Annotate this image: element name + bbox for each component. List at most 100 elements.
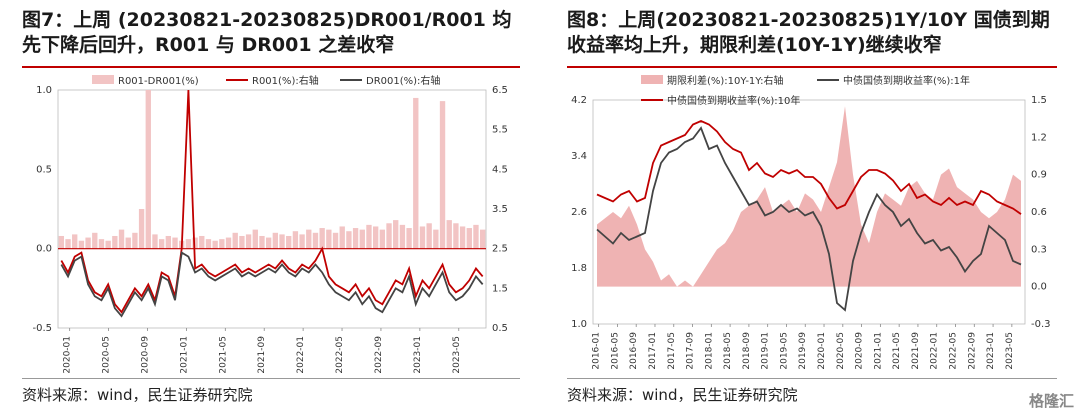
left-source-rule xyxy=(22,378,520,379)
spread-bar xyxy=(78,240,85,249)
spread-bar xyxy=(473,224,479,249)
spread-bar xyxy=(413,97,419,249)
series-line xyxy=(596,120,1022,215)
y-left-tick-label: -0.5 xyxy=(32,323,52,334)
right-chart: 4.2 3.4 2.6 1.8 1.0 1.5 1.2 0.9 0.6 0.3 0.0 -0.3 201… xyxy=(571,74,1051,370)
spread-bar xyxy=(459,226,466,249)
x-tick-label: 2021-09 xyxy=(911,332,921,370)
x-tick-label: 2020-05 xyxy=(102,336,112,374)
spread-bar xyxy=(466,228,472,249)
y-right-tick-label: 0.3 xyxy=(1031,244,1047,255)
legend-label: 期限利差(%):10Y-1Y:右轴 xyxy=(667,74,783,87)
spread-bar xyxy=(199,235,205,249)
legend-label: R001-DR001(%) xyxy=(118,76,199,87)
watermark-logo: 格隆汇 xyxy=(1028,392,1074,410)
spread-bar xyxy=(326,229,332,249)
y-left-tick-label: 0.5 xyxy=(36,164,52,175)
legend-swatch-box xyxy=(641,75,663,84)
spread-bar xyxy=(379,229,386,249)
legend-label: 中债国债到期收益率(%):10年 xyxy=(667,94,800,107)
spread-bar xyxy=(453,223,459,249)
x-tick-label: 2020-09 xyxy=(140,336,150,374)
y-left-tick-label: 3.4 xyxy=(571,151,587,162)
spread-bar xyxy=(366,224,372,249)
spread-bar xyxy=(165,235,172,249)
x-tick-label: 2017-09 xyxy=(686,332,696,370)
y-right-tick-label: 2.5 xyxy=(492,244,508,255)
spread-bar xyxy=(239,235,245,249)
x-tick-label: 2021-09 xyxy=(257,336,267,374)
right-figure-title: 图8：上周(20230821-20230825)1Y/10Y 国债到期 收益率均… xyxy=(567,8,1067,58)
x-tick-label: 2022-01 xyxy=(930,332,940,370)
x-tick-label: 2018-09 xyxy=(742,332,752,370)
x-tick-label: 2020-09 xyxy=(855,332,865,370)
right-source-note: 资料来源：wind，民生证券研究院 xyxy=(567,386,798,404)
x-tick-label: 2023-01 xyxy=(413,336,423,374)
spread-bar xyxy=(433,229,439,249)
spread-bar xyxy=(393,220,399,249)
left-title-line2: 先下降后回升，R001 与 DR001 之差收窄 xyxy=(22,34,395,56)
spread-bar xyxy=(232,232,238,249)
spread-bar xyxy=(172,237,178,249)
x-tick-label: 2018-05 xyxy=(723,332,733,370)
spread-bar xyxy=(72,234,78,249)
x-tick-label: 2017-05 xyxy=(667,332,677,370)
spread-bar xyxy=(306,229,312,249)
legend-label: DR001(%):右轴 xyxy=(366,74,440,87)
x-tick-label: 2022-09 xyxy=(967,332,977,370)
y-right-tick-label: 5.5 xyxy=(492,125,508,136)
series-line xyxy=(60,89,484,314)
spread-bar xyxy=(386,223,392,249)
left-figure-title: 图7：上周 (20230821-20230825)DR001/R001 均 先下… xyxy=(22,8,522,58)
spread-bar xyxy=(92,232,98,249)
spread-bar xyxy=(439,101,446,249)
x-tick-label: 2019-01 xyxy=(761,332,771,370)
x-tick-label: 2021-01 xyxy=(873,332,883,370)
spread-bar xyxy=(112,235,118,249)
spread-area xyxy=(597,106,1021,287)
y-right-tick-label: 0.5 xyxy=(492,323,508,334)
y-left-tick-label: 2.6 xyxy=(571,207,587,218)
y-right-tick-label: 0.0 xyxy=(1031,282,1047,293)
plot-frame xyxy=(57,89,487,329)
series-line xyxy=(60,251,484,318)
spread-bar xyxy=(98,239,105,249)
spread-bar xyxy=(406,228,412,249)
x-tick-label: 2019-09 xyxy=(798,332,808,370)
spread-bar xyxy=(158,239,165,249)
y-left-tick-label: 1.0 xyxy=(571,319,587,330)
spread-bar xyxy=(426,223,432,249)
spread-bar xyxy=(479,229,486,249)
spread-bar xyxy=(286,235,292,249)
spread-bar xyxy=(205,239,212,249)
spread-bar xyxy=(85,237,91,249)
spread-bar xyxy=(352,228,359,249)
y-right-tick-label: -0.3 xyxy=(1031,319,1051,330)
y-right-tick-label: 0.9 xyxy=(1031,170,1047,181)
spread-bar xyxy=(339,226,345,249)
x-tick-label: 2016-01 xyxy=(592,332,602,370)
spread-bar xyxy=(125,237,131,249)
legend-label: R001(%):右轴 xyxy=(252,74,319,87)
plot-frame xyxy=(592,99,1026,325)
x-tick-label: 2016-05 xyxy=(610,332,620,370)
legend-swatch-box xyxy=(92,75,114,84)
x-tick-label: 2020-01 xyxy=(817,332,827,370)
y-right-tick-label: 3.5 xyxy=(492,204,508,215)
spread-bar xyxy=(259,235,265,249)
x-tick-label: 2020-01 xyxy=(63,336,73,374)
y-right-tick-label: 6.5 xyxy=(492,85,508,96)
spread-bar xyxy=(145,90,151,249)
spread-bar xyxy=(272,232,279,249)
x-tick-label: 2023-05 xyxy=(452,336,462,374)
y-right-tick-label: 0.6 xyxy=(1031,207,1047,218)
spread-bar xyxy=(299,234,305,249)
spread-bar xyxy=(245,234,252,249)
y-right-tick-label: 4.5 xyxy=(492,164,508,175)
right-title-rule xyxy=(567,66,1057,68)
right-figure-panel: 图8：上周(20230821-20230825)1Y/10Y 国债到期 收益率均… xyxy=(545,0,1080,416)
left-chart: 1.0 0.5 0.0 -0.5 6.5 5.5 4.5 3.5 2.5 1.5 0.5 2020-0… xyxy=(32,74,508,374)
spread-bar xyxy=(292,231,299,249)
spread-bar xyxy=(312,232,319,249)
spread-bar xyxy=(212,240,218,249)
